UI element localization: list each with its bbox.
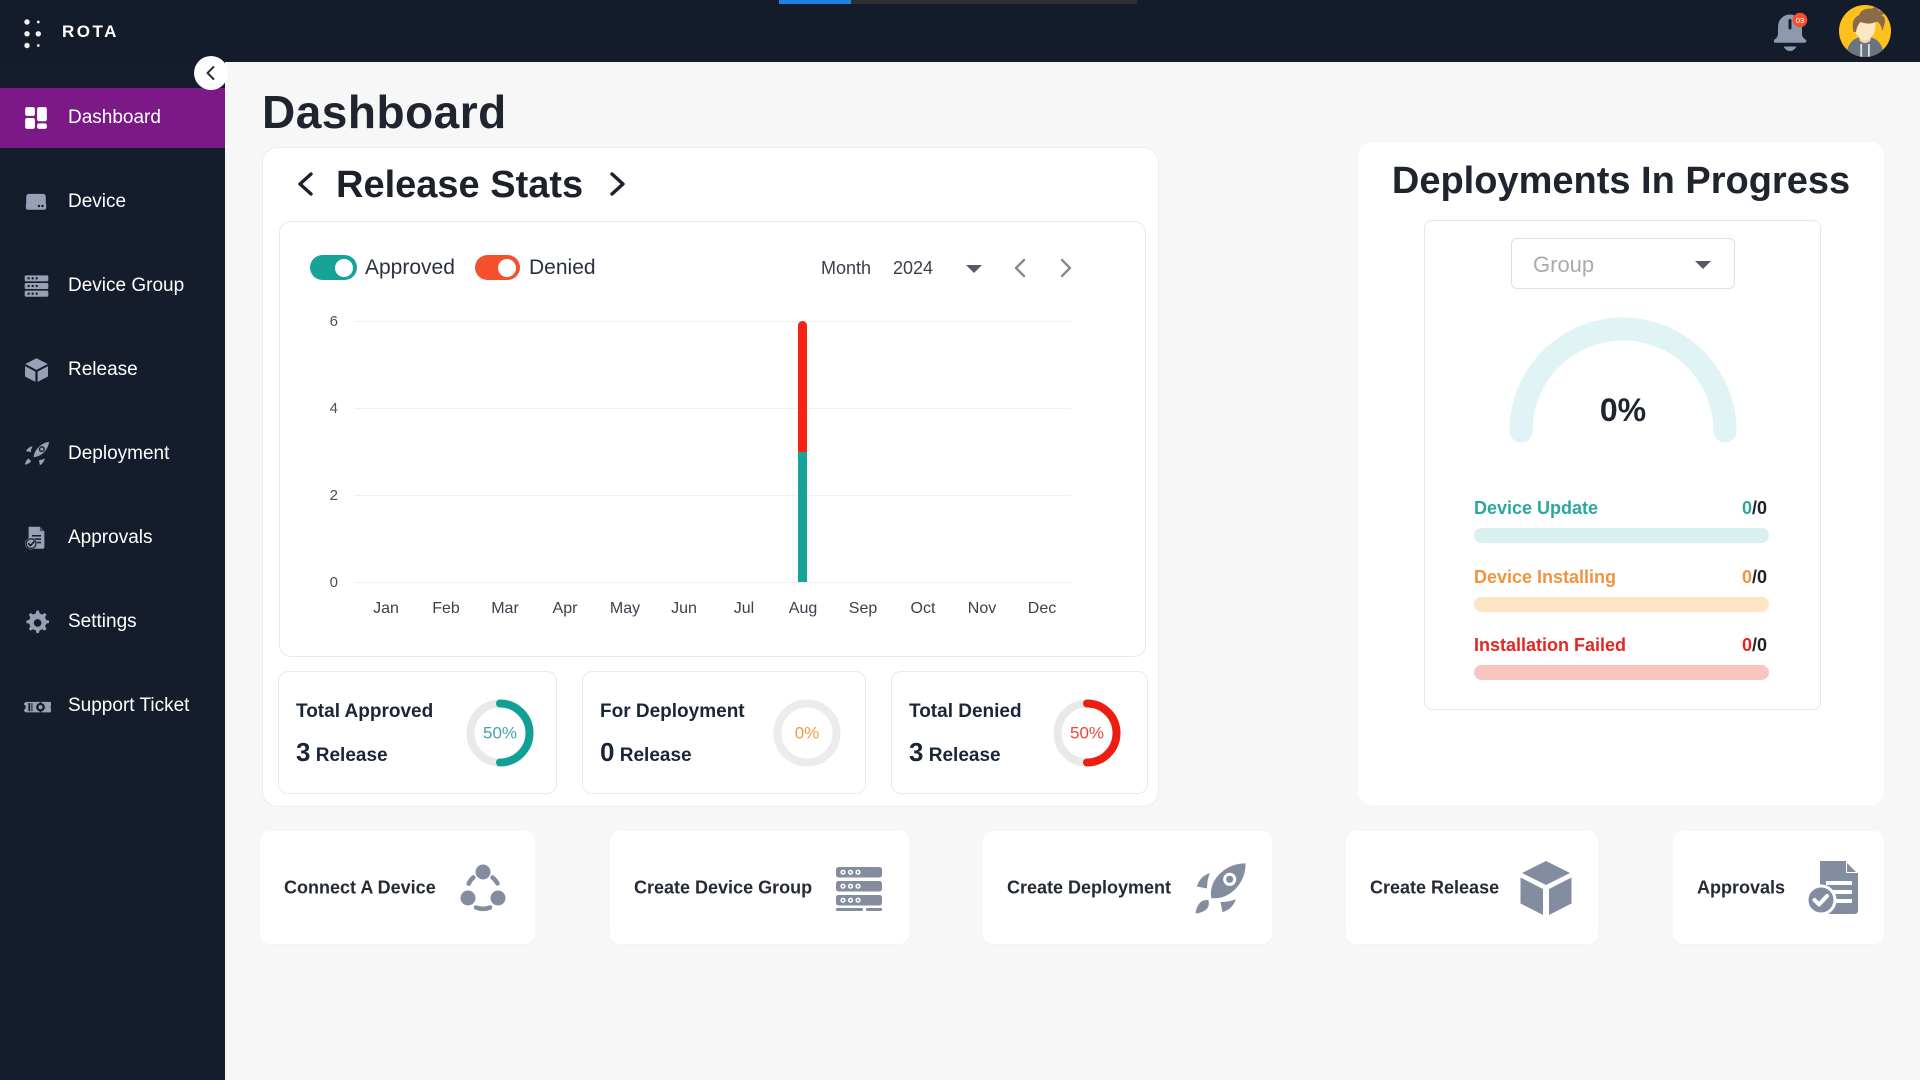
svg-text:50%: 50% (1070, 724, 1104, 743)
svg-text:0%: 0% (795, 724, 820, 743)
svg-text:03: 03 (1796, 16, 1804, 25)
svg-text:50%: 50% (483, 724, 517, 743)
svg-text:0%: 0% (1600, 392, 1646, 428)
